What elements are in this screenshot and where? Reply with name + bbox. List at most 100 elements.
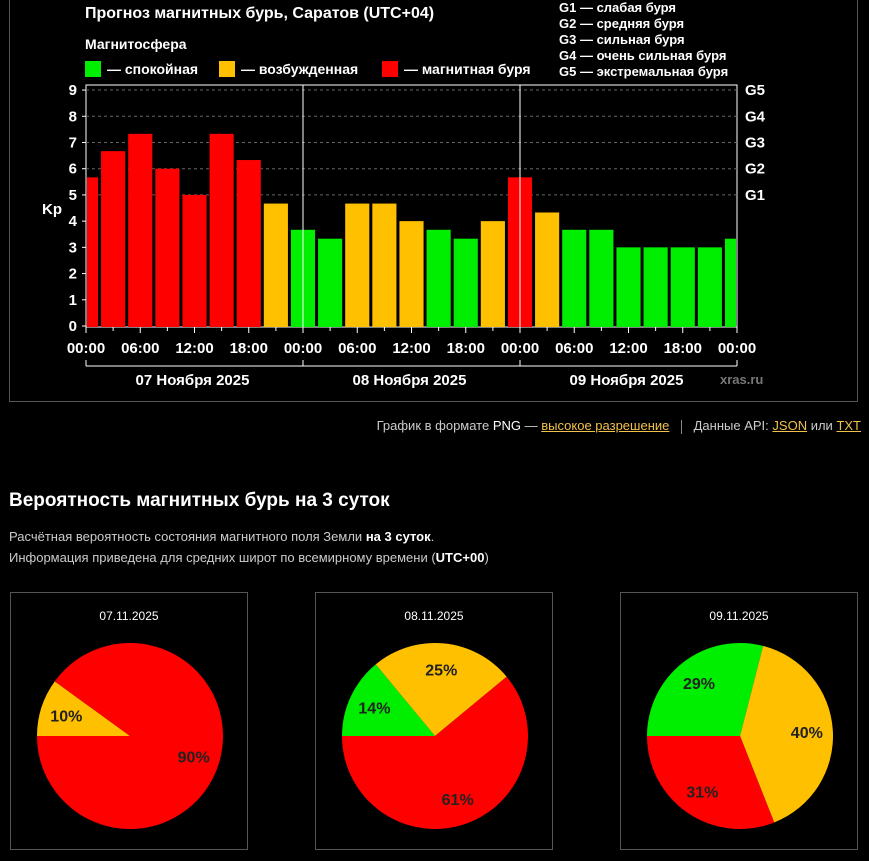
g-scale-legend: G1 — слабая буря G2 — средняя буря G3 — … — [559, 0, 728, 80]
x-tick-label: 00:00 — [718, 340, 756, 357]
kp-bar — [101, 151, 126, 327]
y-tick-label: 6 — [69, 161, 77, 178]
legend-label-active: — возбужденная — [241, 61, 359, 77]
x-tick-label: 18:00 — [447, 340, 485, 357]
legend-swatch-quiet — [85, 61, 101, 77]
pie-slice-label: 10% — [50, 708, 82, 725]
y-tick-label: 2 — [69, 266, 77, 283]
pie-card-day2: 14% 25% 61% 08.11.2025 — [315, 592, 553, 850]
desc1-end: . — [430, 529, 435, 544]
png-word: PNG — [492, 418, 522, 433]
probability-desc-2: Информация приведена для средних широт п… — [9, 550, 489, 565]
pie-slice — [342, 664, 435, 736]
kp-bar — [399, 221, 424, 327]
kp-bar — [616, 247, 641, 327]
kp-bar — [697, 247, 722, 327]
export-links: График в формате PNG — высокое разрешени… — [377, 418, 861, 434]
pie-slice-label: 61% — [442, 792, 474, 809]
x-tick-label: 06:00 — [121, 340, 159, 357]
y-tick-label: 5 — [69, 187, 77, 204]
y-tick-label: 4 — [69, 213, 78, 230]
kp-bar — [209, 133, 234, 327]
links-divider — [681, 419, 682, 434]
pie-chart-day2: 14% 25% 61% — [342, 643, 528, 829]
g-tick-label: G5 — [745, 82, 765, 99]
probability-title: Вероятность магнитных бурь на 3 суток — [9, 490, 390, 511]
kp-bar — [155, 168, 180, 327]
x-tick-label: 12:00 — [392, 340, 430, 357]
pie-date-day1: 07.11.2025 — [99, 609, 159, 623]
pie-slice — [740, 645, 833, 823]
x-tick-label: 18:00 — [230, 340, 268, 357]
png-prefix: График в формате — [376, 418, 490, 433]
high-resolution-link[interactable]: высокое разрешение — [541, 418, 670, 433]
pie-slice — [375, 643, 507, 736]
kp-bar — [670, 247, 695, 327]
x-tick-label: 18:00 — [664, 340, 702, 357]
x-tick-label: 00:00 — [284, 340, 322, 357]
kp-bar-chart: G1 G2 G3 G4 G5 0 1 2 3 4 5 6 7 8 9 Kp 00:00 06:00 12:00 18:… — [42, 82, 766, 389]
kp-bar — [236, 160, 261, 327]
pie-card-day1: 10% 90% 07.11.2025 — [10, 592, 248, 850]
legend-swatch-active — [219, 61, 235, 77]
api-prefix: Данные API: — [693, 418, 769, 433]
kp-bar — [372, 203, 397, 327]
pie-chart-day1: 10% 90% — [37, 643, 223, 829]
json-link[interactable]: JSON — [772, 418, 808, 433]
legend-item-active: — возбужденная — [219, 61, 358, 77]
pie-slice-label: 14% — [358, 700, 390, 717]
kp-bar — [426, 229, 451, 327]
legend-title: Магнитосфера — [85, 36, 187, 52]
g-scale-g4: G4 — очень сильная буря — [559, 48, 727, 63]
y-tick-label: 9 — [69, 82, 77, 99]
or-word: или — [810, 418, 833, 433]
y-tick-label: 3 — [69, 239, 77, 256]
pie-slice — [342, 676, 528, 829]
kp-bar — [724, 238, 736, 327]
x-tick-label: 00:00 — [501, 340, 539, 357]
kp-bar — [87, 177, 99, 327]
kp-bar — [480, 221, 505, 327]
png-dash: — — [524, 418, 538, 433]
y-tick-label: 7 — [69, 134, 77, 151]
pie-slice-label: 25% — [425, 662, 457, 679]
x-tick-label: 12:00 — [609, 340, 647, 357]
kp-bar — [589, 229, 614, 327]
chart-title: Прогноз магнитных бурь, Саратов (UTC+04) — [85, 5, 435, 22]
x-tick-label: 06:00 — [555, 340, 593, 357]
txt-link[interactable]: TXT — [836, 418, 861, 433]
pie-chart-day3: 29% 40% 31% — [647, 643, 833, 829]
y-axis-label: Kp — [42, 201, 62, 218]
x-tick-label: 12:00 — [175, 340, 213, 357]
legend-label-quiet: — спокойная — [107, 61, 199, 77]
pie-date-day3: 09.11.2025 — [709, 609, 769, 623]
x-tick-label: 06:00 — [338, 340, 376, 357]
kp-bar — [562, 229, 587, 327]
g-tick-label: G4 — [745, 108, 766, 125]
g-scale-g1: G1 — слабая буря — [559, 0, 677, 15]
legend-item-quiet: — спокойная — [85, 61, 198, 77]
pie-slice — [37, 681, 130, 736]
pie-slice-label: 90% — [178, 750, 210, 767]
desc1-text: Расчётная вероятность состояния магнитно… — [9, 529, 363, 544]
y-tick-label: 0 — [69, 318, 77, 335]
g-scale-g5: G5 — экстремальная буря — [559, 64, 729, 79]
pie-date-day2: 08.11.2025 — [404, 609, 464, 623]
kp-bar — [535, 212, 560, 327]
y-tick-label: 1 — [69, 292, 77, 309]
kp-bar — [643, 247, 668, 327]
desc2-end: ) — [484, 550, 489, 565]
kp-bar — [182, 194, 207, 327]
desc2-bold: UTC+00 — [435, 550, 485, 565]
legend-label-storm: — магнитная буря — [404, 61, 531, 77]
watermark: xras.ru — [720, 372, 764, 387]
day-label: 09 Ноября 2025 — [570, 372, 684, 389]
pie-slice — [647, 643, 764, 736]
g-scale-g2: G2 — средняя буря — [559, 16, 685, 31]
kp-bar — [318, 238, 343, 327]
g-tick-label: G3 — [745, 134, 765, 151]
kp-bar — [453, 238, 478, 327]
kp-bar — [263, 203, 288, 327]
g-tick-label: G1 — [745, 187, 765, 204]
forecast-chart-frame — [9, 0, 858, 402]
